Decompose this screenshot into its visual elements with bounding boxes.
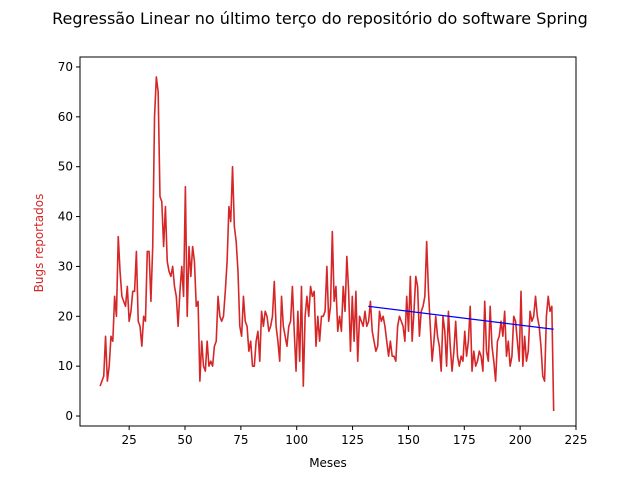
y-tick-label: 10 [58,359,73,373]
x-tick-label: 150 [397,433,420,447]
y-tick-label: 50 [58,160,73,174]
y-axis-label: Bugs reportados [32,194,46,293]
x-tick-label: 25 [122,433,137,447]
y-tick-label: 0 [65,409,73,423]
y-tick-label: 30 [58,259,73,273]
plot-area: 25 50 75 100 125 150 175 200 225 0 10 20 30 40 50 60 70 [58,56,588,447]
y-tick-label: 20 [58,309,73,323]
x-tick-label: 125 [341,433,364,447]
x-tick-label: 225 [565,433,588,447]
y-tick-label: 60 [58,110,73,124]
series-line-bugs [99,76,555,412]
regression-line [368,305,554,330]
x-tick-label: 50 [177,433,192,447]
y-tick-label: 40 [58,210,73,224]
x-tick-label: 175 [453,433,476,447]
x-tick-label: 100 [285,433,308,447]
chart-title: Regressão Linear no último terço do repo… [52,9,588,28]
y-tick-label: 70 [58,60,73,74]
x-axis-label: Meses [309,456,347,470]
x-tick-label: 75 [233,433,248,447]
plot-frame [79,56,577,427]
x-tick-label: 200 [509,433,532,447]
